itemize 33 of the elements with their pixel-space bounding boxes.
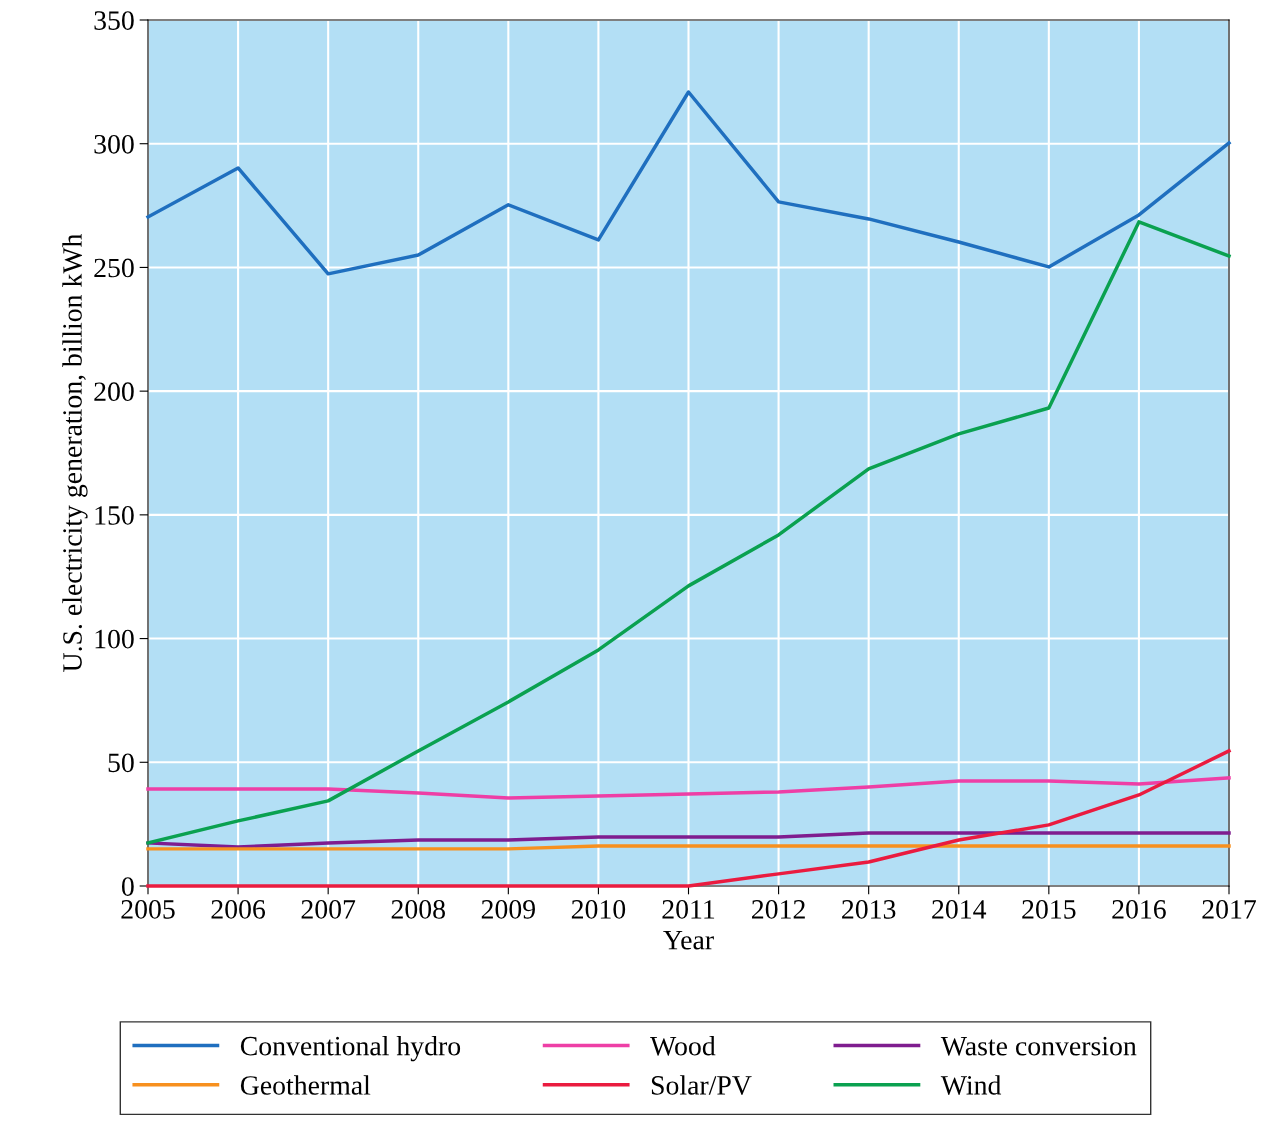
y-tick-label: 350 — [94, 11, 134, 30]
x-tick-label: 2014 — [932, 900, 987, 919]
y-tick-label: 0 — [121, 877, 134, 896]
y-tick-label: 200 — [94, 382, 134, 402]
x-tick-label: 2005 — [121, 900, 175, 919]
legend-label: Geothermal — [240, 1075, 371, 1095]
legend-label: Conventional hydro — [240, 1035, 461, 1062]
x-tick-label: 2010 — [571, 900, 626, 919]
x-tick-label: 2008 — [391, 900, 445, 919]
legend-label: Wood — [650, 1035, 716, 1056]
legend-label: Waste conversion — [940, 1036, 1137, 1056]
y-tick-label: 300 — [94, 134, 134, 154]
y-tick-label: 250 — [94, 258, 134, 278]
y-tick-label: 50 — [108, 753, 134, 773]
x-tick-label: 2007 — [301, 900, 356, 919]
y-tick-label: 150 — [95, 506, 134, 525]
y-axis-title: U.S. electricity generation, billion kWh — [62, 233, 88, 672]
line-series — [146, 90, 1231, 276]
line-series — [146, 220, 1231, 845]
x-tick-label: 2011 — [662, 900, 715, 919]
x-tick-label: 2012 — [752, 900, 805, 919]
x-axis-title: Year — [663, 931, 714, 950]
x-tick-label: 2015 — [1022, 900, 1076, 919]
legend-label: Solar/PV — [651, 1075, 752, 1095]
line-series — [146, 831, 1231, 849]
y-tick-label: 100 — [95, 629, 134, 649]
line-series — [146, 776, 1231, 800]
legend-label: Wind — [940, 1075, 1002, 1095]
x-tick-label: 2016 — [1112, 900, 1166, 919]
x-tick-label: 2013 — [842, 900, 896, 919]
x-tick-label: 2017 — [1202, 900, 1256, 919]
x-tick-label: 2009 — [481, 900, 535, 919]
x-tick-label: 2006 — [211, 900, 266, 919]
